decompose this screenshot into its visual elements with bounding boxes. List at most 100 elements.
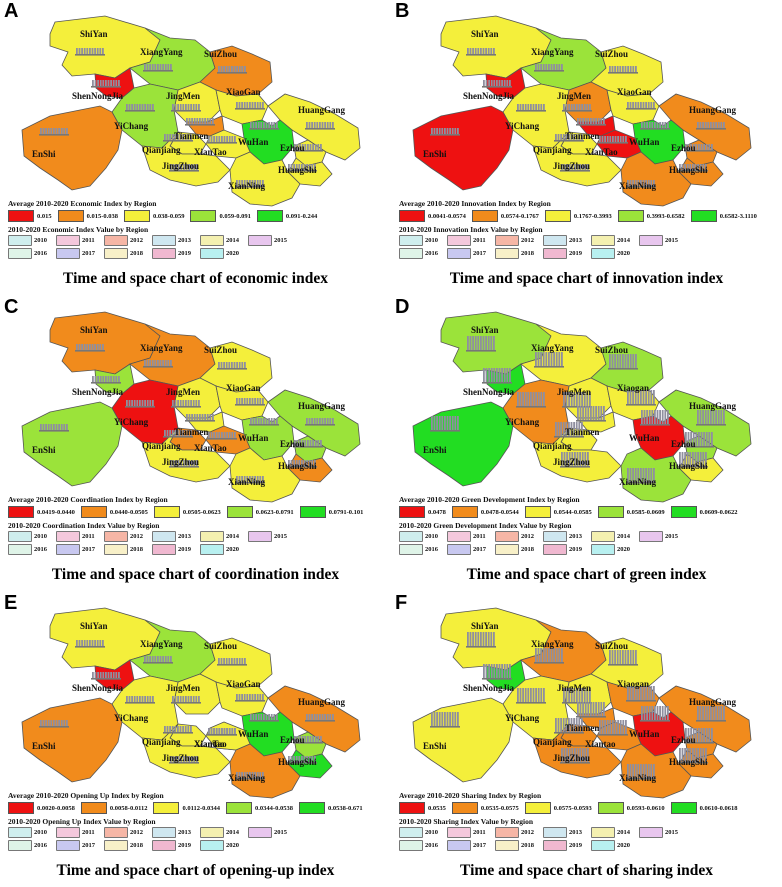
index-bar <box>198 104 200 110</box>
bar-baseline <box>678 762 708 764</box>
index-bar <box>89 344 91 350</box>
index-bar <box>651 706 654 720</box>
legend-swatch <box>597 506 624 518</box>
index-bar <box>110 80 112 86</box>
index-bar <box>557 422 560 436</box>
index-bar <box>650 686 653 700</box>
legend-item: 0.0478-0.0544 <box>451 506 519 518</box>
index-bar <box>192 696 195 702</box>
region-bars <box>235 772 265 780</box>
index-bar <box>299 144 301 150</box>
index-bar <box>616 66 619 72</box>
year-legend-item: 2015 <box>248 234 296 246</box>
index-bar <box>537 688 540 702</box>
index-bar <box>480 632 482 646</box>
region-label: JingZhou <box>162 753 200 763</box>
bar-baseline <box>143 366 173 368</box>
index-bar <box>472 632 474 646</box>
index-bar <box>441 128 444 134</box>
index-bar <box>193 118 196 124</box>
region-label: JingZhou <box>162 161 200 171</box>
legend-item: 0.1767-0.3993 <box>544 210 612 222</box>
index-bar <box>530 104 532 110</box>
index-bar <box>96 48 99 54</box>
index-bar <box>537 352 540 366</box>
index-bar <box>517 688 519 702</box>
index-bar <box>40 720 42 726</box>
index-bar <box>223 658 225 664</box>
index-bar <box>246 772 249 778</box>
index-bar <box>579 748 581 762</box>
index-bar <box>679 748 681 762</box>
index-bar <box>532 104 535 110</box>
index-bar <box>651 410 654 424</box>
index-bar <box>503 80 506 86</box>
year-label: 2013 <box>178 532 191 540</box>
index-bar <box>293 164 295 170</box>
index-bar <box>193 460 196 466</box>
index-bar <box>320 440 322 446</box>
bar-baseline <box>163 436 193 438</box>
index-bar <box>577 118 579 124</box>
index-bar <box>238 476 241 482</box>
index-bar <box>550 648 553 662</box>
index-bar <box>577 406 579 420</box>
year-legend-item: 2018 <box>104 247 152 259</box>
index-bar <box>225 66 228 72</box>
legend-label: 0.0478 <box>428 508 446 516</box>
region-label: Tianmen <box>174 131 209 141</box>
panel-caption: Time and space chart of innovation index <box>449 270 724 287</box>
index-bar <box>705 432 708 446</box>
index-bar <box>446 416 449 430</box>
index-bar <box>561 452 563 466</box>
region-bars <box>207 728 237 736</box>
year-legend-item: 2016 <box>399 543 447 555</box>
index-bar <box>105 80 107 86</box>
index-bar <box>485 368 488 382</box>
index-bar <box>697 748 699 762</box>
index-bar <box>102 376 105 382</box>
legend-label: 0.0041-0.0574 <box>428 212 466 220</box>
index-bar <box>303 756 306 762</box>
index-bar <box>496 664 498 678</box>
bar-baseline <box>235 778 265 780</box>
index-bar <box>586 104 589 110</box>
index-bar <box>236 694 238 700</box>
index-bar <box>565 422 568 436</box>
index-bar <box>543 104 545 110</box>
region-label: JingMen <box>166 387 201 397</box>
index-bar <box>179 430 182 436</box>
region-bars <box>39 128 69 136</box>
region-label: Tianmen <box>565 723 600 733</box>
index-bar <box>139 696 141 702</box>
index-bar <box>689 748 692 762</box>
region-label: XiangYang <box>140 47 183 57</box>
years-legend-row: 2016 2017 2018 2019 2020 <box>8 839 388 851</box>
region-label: ShiYan <box>80 29 108 39</box>
legend-swatch <box>80 506 107 518</box>
index-bar <box>584 702 587 716</box>
index-bar <box>174 726 177 732</box>
index-bar <box>249 398 251 404</box>
panel-letter: E <box>4 592 18 614</box>
index-bar <box>705 144 708 150</box>
index-bar <box>141 400 144 406</box>
index-bar <box>198 696 200 702</box>
index-bar <box>314 164 316 170</box>
index-bar <box>63 424 66 430</box>
region-bars <box>235 398 265 406</box>
bar-baseline <box>554 436 584 438</box>
index-bar <box>234 432 236 438</box>
region-label: SuiZhou <box>595 345 629 355</box>
index-bar <box>231 728 234 734</box>
index-bar <box>646 706 648 720</box>
index-bar <box>679 164 681 170</box>
bar-baseline <box>91 382 121 384</box>
index-bar <box>563 104 565 110</box>
index-bar <box>183 756 185 762</box>
region-bars <box>207 432 237 440</box>
index-bar <box>299 440 301 446</box>
region-label: Qianjiang <box>533 737 572 747</box>
index-bar <box>627 468 629 482</box>
index-bar <box>254 772 256 778</box>
